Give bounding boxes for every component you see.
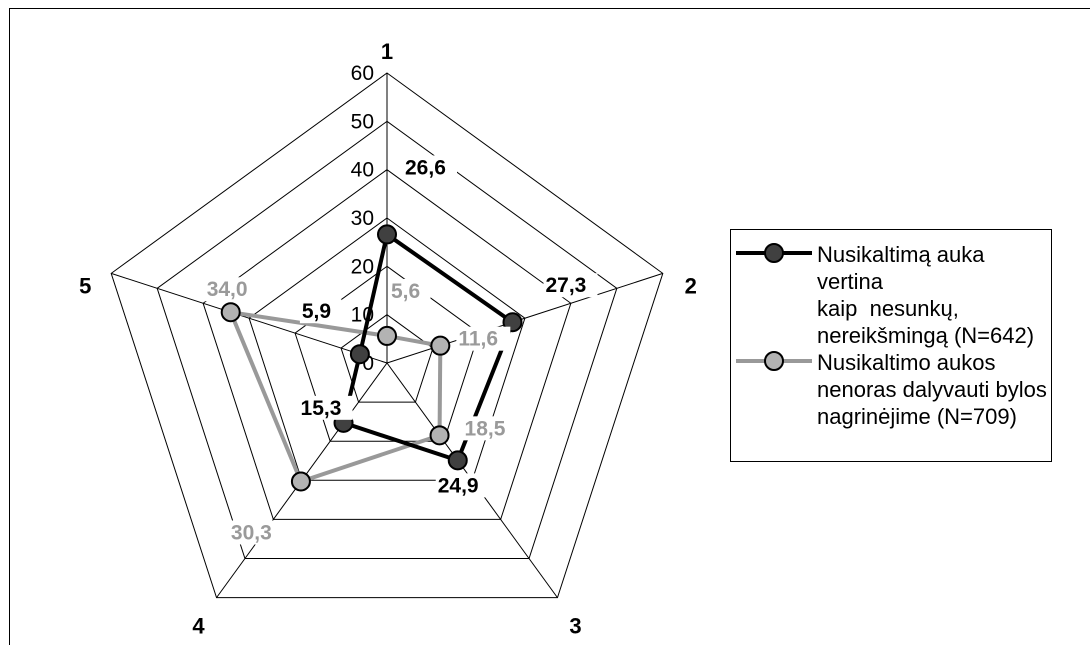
- legend-line: Nusikaltimo aukos: [817, 350, 996, 375]
- data-label-bg: [456, 326, 511, 351]
- data-label-bg: [298, 395, 353, 420]
- tick-label: 60: [351, 62, 374, 85]
- series-layer: [220, 224, 523, 492]
- chart-frame: [9, 8, 1090, 645]
- tick-label: 20: [351, 255, 374, 278]
- grid-ring-60: [110, 72, 664, 599]
- data-label-bg: [389, 278, 431, 303]
- legend-label-series-2: Nusikaltimo aukos nenoras dalyvauti bylo…: [817, 349, 1049, 430]
- axis-label-4: 4: [192, 614, 205, 639]
- data-point-series-1: [349, 344, 370, 365]
- data-label-bg: [403, 155, 457, 180]
- axis-label-3: 3: [569, 614, 581, 639]
- grid-ring-50: [156, 120, 618, 560]
- axis-label-2: 2: [685, 273, 697, 298]
- data-label-series-1: 15,3: [301, 397, 342, 420]
- axis-spoke-5: [111, 272, 388, 364]
- data-label-bg: [543, 273, 598, 298]
- data-label-series-2: 5,6: [391, 280, 420, 303]
- data-label-bg: [204, 277, 259, 302]
- data-point-series-2: [377, 325, 397, 346]
- data-point-series-2: [430, 335, 451, 356]
- data-label-series-2: 34,0: [207, 278, 248, 301]
- data-label-series-2: 18,5: [465, 417, 506, 440]
- data-label-series-1: 27,3: [545, 274, 586, 297]
- legend-line: nenoras dalyvauti bylos: [817, 377, 1047, 402]
- data-label-bg: [435, 473, 490, 498]
- data-point-series-1: [447, 450, 468, 471]
- axis-category-labels: 1 2 3 4 5: [79, 39, 697, 639]
- data-label-bg: [462, 416, 517, 441]
- legend-line: nereikšmingą (N=642): [817, 323, 1035, 348]
- data-label-series-2: 30,3: [231, 521, 272, 544]
- legend: Nusikaltimą auka vertina kaip nesunkų, n…: [730, 229, 1052, 462]
- data-label-bg: [299, 299, 342, 324]
- data-label-series-2: 11,6: [458, 328, 498, 351]
- legend-swatch-series-1: [736, 243, 812, 263]
- data-point-series-2: [220, 302, 241, 323]
- data-point-series-1: [377, 224, 397, 245]
- tick-label: 50: [351, 110, 374, 133]
- data-label-bg: [228, 520, 283, 545]
- tick-label: 30: [351, 207, 374, 230]
- tick-label: 40: [351, 159, 374, 182]
- data-label-series-1: 24,9: [438, 474, 479, 497]
- data-labels: 26,6 27,3 24,9 15,3 5,9 5,6 11,6 18,5 30,3 34,0: [204, 155, 598, 545]
- legend-label-series-1: Nusikaltimą auka vertina kaip nesunkų, n…: [817, 241, 1049, 349]
- series-line-1: [341, 231, 515, 463]
- axis-label-1: 1: [381, 39, 393, 64]
- tick-label: 0: [362, 352, 374, 375]
- grid-ring-30: [248, 217, 526, 481]
- legend-swatch-series-2: [736, 351, 812, 371]
- legend-line: nagrinėjime (N=709): [817, 404, 1017, 429]
- legend-line: kaip nesunkų,: [817, 296, 959, 321]
- axis-label-5: 5: [79, 273, 91, 298]
- data-label-series-1: 5,9: [302, 300, 331, 323]
- data-point-series-2: [290, 471, 311, 492]
- data-label-series-1: 26,6: [405, 156, 446, 179]
- legend-line: Nusikaltimą auka vertina: [817, 242, 985, 294]
- data-point-series-2: [429, 425, 450, 446]
